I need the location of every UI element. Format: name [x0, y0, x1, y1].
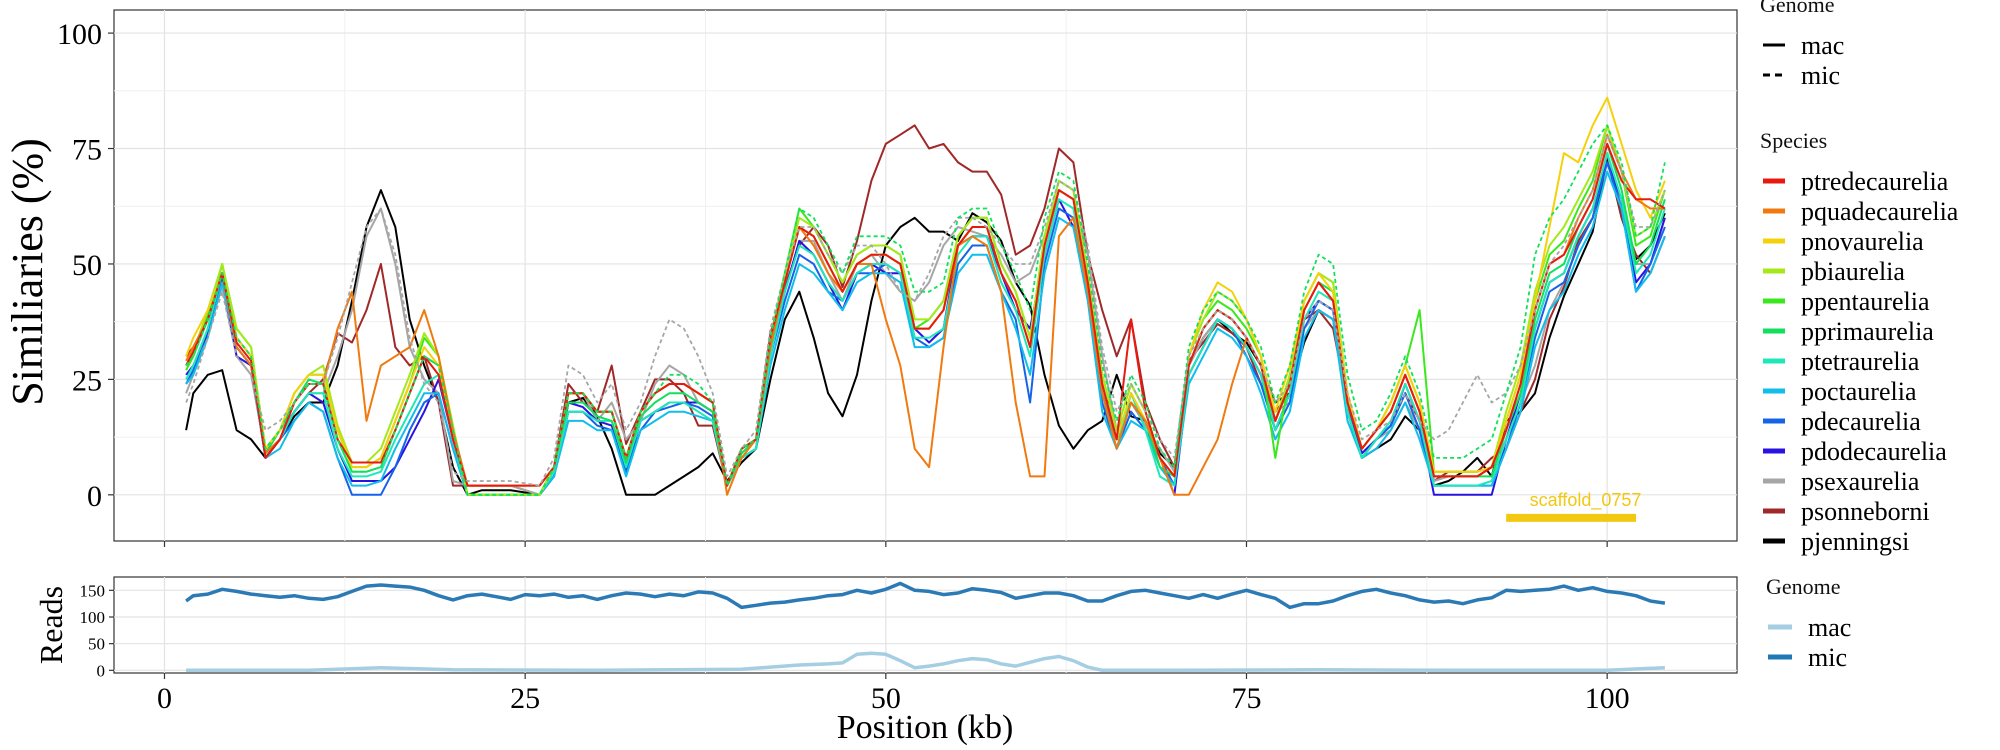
legend-label: pjenningsi — [1801, 527, 1909, 556]
scaffold-label: scaffold_0757 — [1530, 490, 1642, 511]
legend-label: mac — [1808, 613, 1851, 642]
x-tick-label: 100 — [1585, 682, 1630, 715]
legend-species: Species ptredecaureliapquadecaureliapnov… — [1760, 128, 1959, 556]
series-line — [185, 170, 1666, 496]
legend-label: pnovaurelia — [1801, 227, 1924, 256]
y-tick-label: 100 — [57, 18, 102, 51]
y-tick-label: 25 — [72, 364, 102, 397]
legend-label: pdodecaurelia — [1801, 437, 1947, 466]
legend-label: ppentaurelia — [1801, 287, 1930, 316]
legend-label: pquadecaurelia — [1801, 197, 1959, 226]
legend-label: pprimaurelia — [1801, 317, 1934, 346]
y-tick-label: 0 — [87, 480, 102, 513]
legend-label: poctaurelia — [1801, 377, 1917, 406]
reads-lines — [185, 581, 1666, 673]
y-tick-label: 75 — [72, 134, 102, 167]
legend-genome-title: Genome — [1760, 0, 1835, 17]
series-line — [185, 124, 1666, 496]
legend-label: ptredecaurelia — [1801, 167, 1949, 196]
legend-reads-title: Genome — [1766, 574, 1841, 599]
x-tick-label: 0 — [157, 682, 172, 715]
legend-label: mic — [1801, 61, 1840, 90]
y-tick-label: 50 — [88, 635, 105, 654]
similarity-panel: 0 25 50 75 100 scaffold_0757 Similiaries (%) — [3, 9, 1738, 547]
reads-panel: 0 50 100 150 Reads 0 25 50 75 100 Position (kb) — [33, 576, 1738, 746]
legend-species-title: Species — [1760, 128, 1827, 153]
legend-label: mac — [1801, 31, 1844, 60]
x-tick-label: 25 — [510, 682, 540, 715]
reads-y-ticks: 0 50 100 150 — [80, 581, 114, 680]
legend-label: pdecaurelia — [1801, 407, 1921, 436]
y-tick-label: 150 — [80, 581, 106, 600]
legend-label: psexaurelia — [1801, 467, 1920, 496]
legend-label: psonneborni — [1801, 497, 1930, 526]
y-tick-label: 50 — [72, 249, 102, 282]
x-axis-label: Position (kb) — [837, 709, 1014, 746]
similarity-y-ticks: 0 25 50 75 100 — [57, 18, 1608, 547]
legend-label: ptetraurelia — [1801, 347, 1920, 376]
y-tick-label: 0 — [97, 661, 106, 680]
reads-series-line — [186, 651, 1665, 673]
reads-series-line — [185, 581, 1666, 610]
legend-label: mic — [1808, 643, 1847, 672]
series-line — [185, 133, 1666, 487]
series-line — [185, 152, 1666, 496]
reads-plot-area — [113, 576, 1738, 674]
y-axis-label-similarity: Similiaries (%) — [3, 138, 52, 406]
x-axis-ticks: 0 25 50 75 100 — [157, 673, 1630, 715]
y-axis-label-reads: Reads — [33, 586, 69, 664]
legend-label: pbiaurelia — [1801, 257, 1905, 286]
similarity-lines — [185, 96, 1666, 496]
y-tick-label: 100 — [80, 608, 106, 627]
x-tick-label: 50 — [871, 682, 901, 715]
x-tick-label: 75 — [1231, 682, 1261, 715]
